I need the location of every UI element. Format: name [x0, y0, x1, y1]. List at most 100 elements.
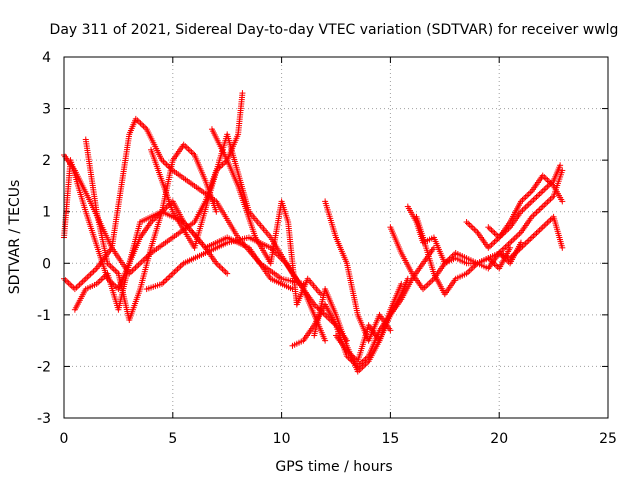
y-axis-ticks: -3 -2 -1 0 1 2 3 4: [37, 50, 608, 427]
x-tick-label: 5: [168, 431, 177, 447]
data-point: [185, 146, 192, 153]
data-point: [519, 207, 526, 214]
data-point: [510, 236, 517, 243]
data-point: [166, 273, 173, 280]
data-point: [74, 283, 81, 290]
x-axis-title: GPS time / hours: [275, 459, 392, 475]
data-point: [535, 207, 542, 214]
data-point: [541, 186, 548, 193]
data-point: [162, 160, 169, 167]
data-point: [538, 189, 545, 196]
data-point: [463, 219, 470, 226]
data-point: [423, 283, 430, 290]
data-point: [488, 227, 495, 234]
data-point: [539, 203, 546, 210]
data-point: [514, 232, 521, 239]
data-point: [536, 227, 543, 234]
data-point: [535, 228, 542, 235]
data-point: [527, 235, 534, 242]
data-point: [76, 281, 83, 288]
data-point: [222, 269, 229, 276]
data-point: [112, 267, 119, 274]
data-point: [130, 266, 137, 273]
data-point: [491, 238, 498, 245]
data-point: [466, 267, 473, 274]
data-point: [79, 278, 86, 285]
data-point: [472, 227, 479, 234]
data-point: [322, 337, 329, 344]
data-point: [486, 225, 493, 232]
data-point: [85, 272, 92, 279]
data-point: [165, 275, 172, 282]
data-point: [68, 283, 75, 290]
chart-title: Day 311 of 2021, Sidereal Day-to-day VTE…: [50, 22, 619, 38]
data-point: [176, 264, 183, 271]
data-point: [224, 270, 231, 277]
data-point: [65, 280, 72, 287]
data-point: [71, 286, 78, 293]
data-point: [98, 276, 105, 283]
data-point: [535, 192, 542, 199]
data-point: [530, 212, 537, 219]
series-sat-m: [387, 213, 566, 293]
data-point: [528, 198, 535, 205]
data-point: [135, 118, 142, 125]
y-tick-label: 0: [42, 256, 51, 272]
data-point: [82, 275, 89, 282]
data-point: [539, 188, 546, 195]
data-point: [531, 231, 538, 238]
data-point: [522, 204, 529, 211]
data-point: [427, 278, 434, 285]
data-point: [78, 280, 85, 287]
data-point: [168, 272, 175, 279]
x-tick-label: 0: [60, 431, 69, 447]
data-point: [172, 267, 179, 274]
data-point: [221, 267, 228, 274]
data-point: [137, 120, 144, 127]
data-point: [491, 230, 498, 237]
data-point: [522, 240, 529, 247]
data-point: [541, 222, 548, 229]
data-point: [322, 311, 329, 318]
data-point: [538, 205, 545, 212]
data-point: [183, 144, 190, 151]
data-point: [493, 237, 500, 244]
series-sat-l: [333, 244, 437, 365]
data-point: [485, 224, 492, 231]
data-point: [521, 195, 528, 202]
data-point: [525, 191, 532, 198]
y-tick-label: 1: [42, 205, 51, 221]
data-point: [139, 121, 146, 128]
data-point: [188, 149, 195, 156]
data-point: [493, 231, 500, 238]
y-tick-label: 3: [42, 102, 51, 118]
data-point: [468, 223, 475, 230]
data-point: [527, 199, 534, 206]
data-point: [516, 230, 523, 237]
x-tick-label: 25: [599, 431, 617, 447]
y-tick-label: -3: [37, 411, 51, 427]
data-point: [499, 247, 506, 254]
data-point: [542, 175, 549, 182]
data-point: [81, 277, 88, 284]
data-point: [174, 266, 181, 273]
data-point: [171, 269, 178, 276]
data-point: [132, 264, 139, 271]
series-sat-h: [208, 126, 324, 308]
data-point: [90, 268, 97, 275]
y-tick-label: 2: [42, 153, 51, 169]
data-point: [530, 233, 537, 240]
data-point: [465, 220, 472, 227]
data-point: [525, 237, 532, 244]
data-point: [99, 275, 106, 282]
data-point: [88, 269, 95, 276]
data-point: [505, 241, 512, 248]
y-tick-label: -1: [37, 308, 51, 324]
data-point: [538, 225, 545, 232]
data-point: [239, 90, 246, 97]
data-point: [134, 263, 141, 270]
x-tick-label: 20: [490, 431, 508, 447]
data-point: [213, 208, 220, 215]
y-tick-label: 4: [42, 50, 51, 66]
